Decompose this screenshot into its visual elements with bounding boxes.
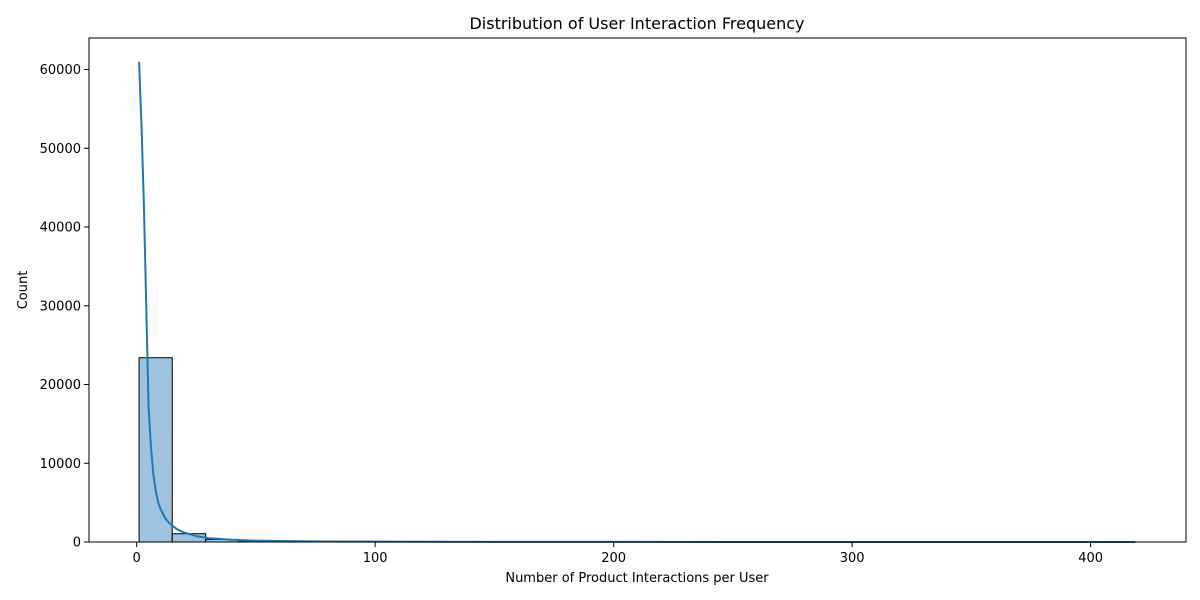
y-tick-label: 50000 (40, 142, 81, 157)
chart-title: Distribution of User Interaction Frequen… (469, 14, 804, 33)
histogram-bar (171, 533, 207, 543)
x-tick-label: 400 (1078, 551, 1103, 566)
x-tick-label: 0 (133, 551, 141, 566)
y-tick-label: 30000 (40, 299, 81, 314)
y-tick-label: 20000 (40, 378, 81, 393)
y-tick-label: 10000 (40, 457, 81, 472)
x-tick-label: 200 (601, 551, 626, 566)
x-axis-ticks: 0 100 200 300 400 (133, 542, 1103, 566)
plot-frame (88, 37, 1187, 543)
y-tick-label: 0 (73, 536, 81, 551)
x-axis-label: Number of Product Interactions per User (505, 571, 769, 586)
x-tick-label: 300 (840, 551, 865, 566)
y-axis-ticks: 0 10000 20000 30000 40000 50000 60000 (40, 63, 89, 551)
y-tick-label: 60000 (40, 63, 81, 78)
y-axis-label: Count (16, 271, 31, 310)
y-tick-label: 40000 (40, 221, 81, 236)
histogram-bar (138, 357, 173, 543)
x-tick-label: 100 (363, 551, 388, 566)
